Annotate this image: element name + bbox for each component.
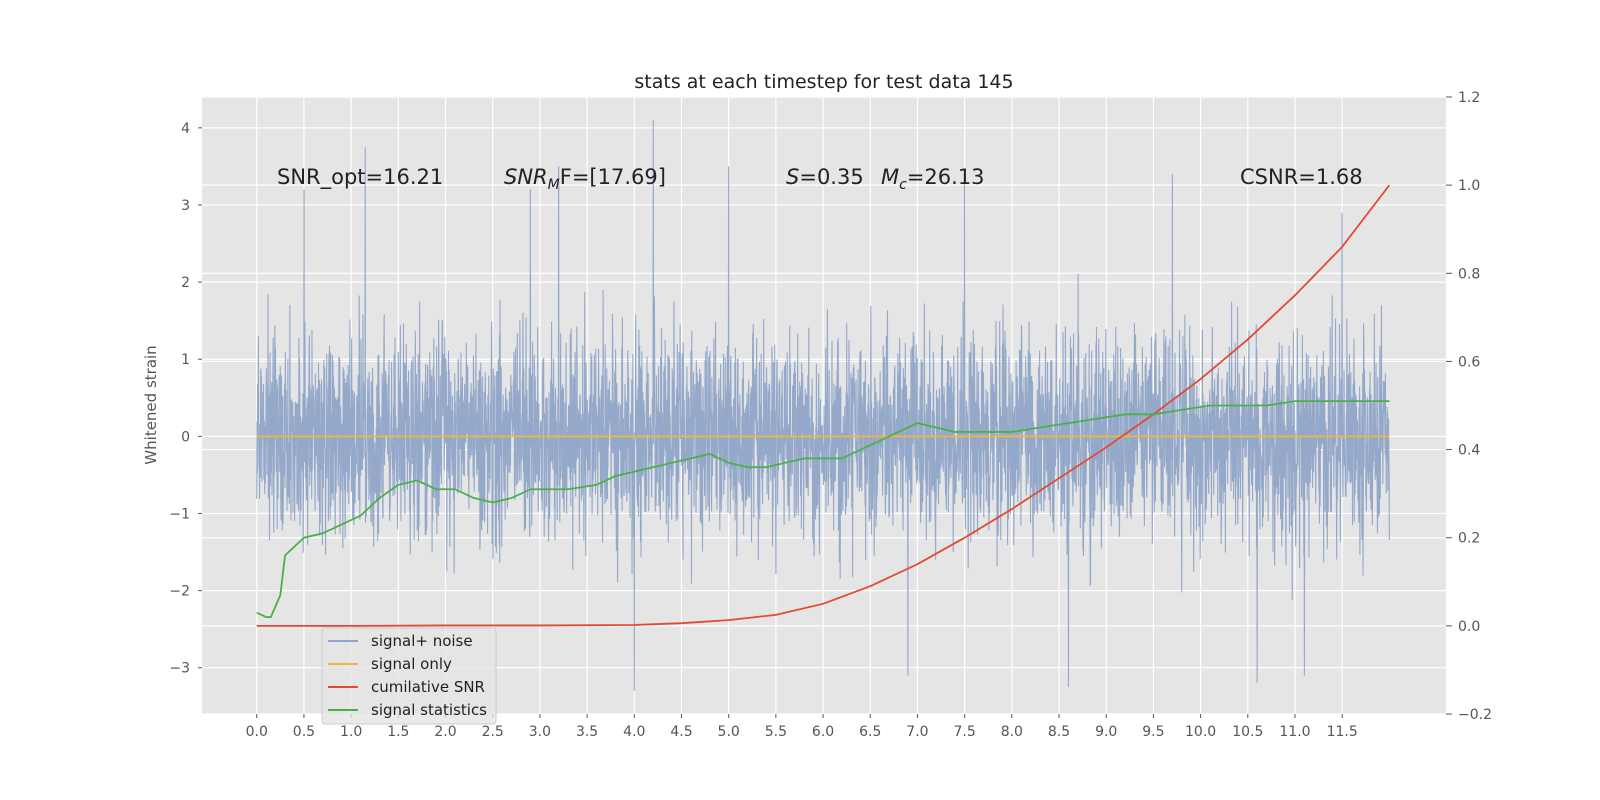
x-tick-label: 7.5 — [954, 724, 976, 740]
y-right-tick-label: 0.0 — [1458, 619, 1480, 635]
annotation-snr-mf: SNRMF=[17.69] — [504, 165, 666, 193]
y-left-tick-label: −2 — [169, 584, 190, 600]
y-left-tick-label: −3 — [169, 661, 190, 677]
x-tick-label: 3.0 — [529, 724, 551, 740]
x-tick-label: 5.5 — [765, 724, 787, 740]
x-tick-label: 11.0 — [1279, 724, 1310, 740]
x-tick-label: 8.5 — [1048, 724, 1070, 740]
legend-label-cumilative-snr: cumilative SNR — [371, 678, 485, 696]
x-tick-label: 10.0 — [1185, 724, 1216, 740]
legend-item-signal-statistics: signal statistics — [328, 701, 487, 719]
x-tick-label: 0.5 — [293, 724, 315, 740]
series-signal-noise-line — [256, 120, 1390, 691]
y-right-tick-label: 0.8 — [1458, 266, 1480, 282]
annotations: SNR_opt=16.21 SNRMF=[17.69] S=0.35 Mc=26… — [277, 165, 1363, 193]
x-tick-label: 0.0 — [246, 724, 268, 740]
x-tick-label: 3.5 — [576, 724, 598, 740]
x-tick-label: 7.0 — [906, 724, 928, 740]
y-left-tick-label: 4 — [181, 121, 190, 137]
series-cumilative-snr-line — [256, 184, 1391, 627]
x-tick-label: 8.0 — [1001, 724, 1023, 740]
legend-item-signal-only: signal only — [328, 655, 452, 673]
y-right-tick-label: 0.6 — [1458, 354, 1480, 370]
x-tick-label: 2.0 — [434, 724, 456, 740]
x-tick-label: 2.5 — [482, 724, 504, 740]
x-tick-label: 9.5 — [1142, 724, 1164, 740]
x-tick-label: 6.0 — [812, 724, 834, 740]
annotation-mc: Mc=26.13 — [881, 165, 985, 193]
legend-box — [321, 627, 497, 725]
annotation-snr-opt: SNR_opt=16.21 — [277, 165, 443, 190]
line-series — [256, 184, 1391, 627]
x-tick-label: 5.0 — [718, 724, 740, 740]
legend-item-signal-noise: signal+ noise — [328, 632, 473, 650]
y-left-tick-label: 0 — [181, 429, 190, 445]
series-signal-statistics-line — [256, 400, 1390, 618]
y-axis-label: Whitened strain — [142, 345, 160, 464]
x-tick-label: 6.5 — [859, 724, 881, 740]
annotation-csnr: CSNR=1.68 — [1240, 165, 1363, 189]
right-y-axis-ticks: −0.2 0.0 0.2 0.4 0.6 0.8 1.0 1.2 — [1446, 90, 1492, 723]
y-left-tick-label: 2 — [181, 275, 190, 291]
x-axis-ticks: 0.0 0.5 1.0 1.5 2.0 2.5 3.0 3.5 4.0 4.5 5.0 5.5 6.0 6… — [246, 714, 1358, 740]
x-tick-label: 11.5 — [1327, 724, 1358, 740]
x-tick-label: 4.5 — [670, 724, 692, 740]
annotation-s: S=0.35 — [786, 165, 864, 189]
x-tick-label: 1.5 — [387, 724, 409, 740]
x-tick-label: 10.5 — [1232, 724, 1263, 740]
x-tick-label: 4.0 — [623, 724, 645, 740]
left-y-axis-ticks: −3 −2 −1 0 1 2 3 4 — [169, 121, 202, 677]
y-left-tick-label: −1 — [169, 506, 190, 522]
y-right-tick-label: 0.4 — [1458, 443, 1480, 459]
legend-item-cumilative-snr: cumilative SNR — [328, 678, 485, 696]
grid — [202, 96, 1446, 715]
legend-label-signal-noise: signal+ noise — [371, 632, 473, 650]
x-tick-label: 9.0 — [1095, 724, 1117, 740]
y-right-tick-label: 1.0 — [1458, 178, 1480, 194]
legend-label-signal-only: signal only — [371, 655, 452, 673]
legend: signal+ noise signal only cumilative SNR… — [321, 627, 497, 725]
legend-label-signal-statistics: signal statistics — [371, 701, 487, 719]
chart-title: stats at each timestep for test data 145 — [634, 71, 1013, 93]
signal-noise-series — [256, 120, 1390, 691]
x-tick-label: 1.0 — [340, 724, 362, 740]
y-left-tick-label: 3 — [181, 198, 190, 214]
y-right-tick-label: 0.2 — [1458, 531, 1480, 547]
y-left-tick-label: 1 — [181, 352, 190, 368]
y-right-tick-label: 1.2 — [1458, 90, 1480, 106]
y-right-tick-label: −0.2 — [1458, 707, 1492, 723]
